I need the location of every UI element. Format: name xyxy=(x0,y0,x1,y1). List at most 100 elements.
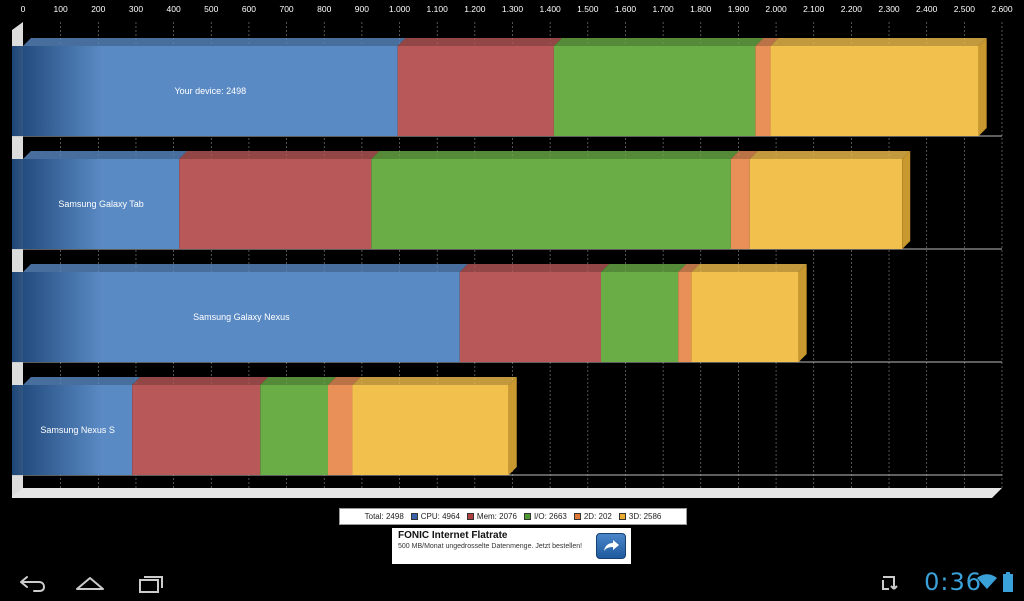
bar-segment-io xyxy=(371,159,731,249)
bar-shade xyxy=(12,46,102,136)
x-tick-label: 1.100 xyxy=(427,4,449,14)
x-tick-label: 500 xyxy=(204,4,218,14)
wifi-icon xyxy=(977,574,997,595)
bar-top-face xyxy=(23,377,141,385)
bar-segment-2d xyxy=(327,385,353,475)
x-tick-label: 1.000 xyxy=(389,4,411,14)
x-tick-label: 900 xyxy=(355,4,369,14)
bar-top-face xyxy=(327,377,361,385)
legend-item-mem: Mem: 2076 xyxy=(466,512,517,521)
bar-segment-3d xyxy=(749,159,903,249)
x-tick-label: 1.900 xyxy=(728,4,750,14)
x-tick-label: 2.200 xyxy=(841,4,863,14)
bar-top-face xyxy=(755,38,779,46)
legend-item-io: I/O: 2663 xyxy=(523,512,567,521)
x-tick-label: 2.500 xyxy=(954,4,976,14)
x-tick-label: 100 xyxy=(54,4,68,14)
sync-icon xyxy=(880,574,898,597)
ad-title: FONIC Internet Flatrate xyxy=(398,530,508,541)
bar-end-face xyxy=(798,264,807,362)
bar-top-face xyxy=(553,38,764,46)
bar-top-face xyxy=(691,264,807,272)
x-tick-label: 1.600 xyxy=(615,4,637,14)
bar-top-face xyxy=(179,151,380,159)
bar-top-face xyxy=(260,377,336,385)
x-tick-label: 700 xyxy=(279,4,293,14)
bar-segment-2d xyxy=(678,272,692,362)
x-tick-label: 600 xyxy=(242,4,256,14)
x-tick-label: 300 xyxy=(129,4,143,14)
bar-segment-3d xyxy=(352,385,509,475)
bar-top-face xyxy=(459,264,609,272)
bar-top-face xyxy=(23,264,468,272)
home-icon[interactable] xyxy=(70,570,110,596)
x-tick-label: 2.400 xyxy=(916,4,938,14)
bar-top-face xyxy=(749,151,911,159)
back-icon[interactable] xyxy=(12,570,52,596)
legend-item-cpu: CPU: 4964 xyxy=(410,512,460,521)
x-tick-label: 2.300 xyxy=(878,4,900,14)
bar-segment-mem xyxy=(459,272,601,362)
chart-floor xyxy=(12,488,1002,498)
bar-top-face xyxy=(770,38,987,46)
bar-top-face xyxy=(132,377,269,385)
legend-total: Total: 2498 xyxy=(364,512,404,521)
ad-text: 500 MB/Monat ungedrosselte Datenmenge. J… xyxy=(398,543,583,550)
x-tick-label: 1.400 xyxy=(540,4,562,14)
legend-item-3d: 3D: 2586 xyxy=(618,512,661,521)
bar-segment-2d xyxy=(755,46,771,136)
x-tick-label: 0 xyxy=(21,4,26,14)
x-tick-label: 1.700 xyxy=(652,4,674,14)
bar-segment-io xyxy=(553,46,756,136)
x-tick-label: 400 xyxy=(167,4,181,14)
bar-segment-3d xyxy=(691,272,799,362)
x-tick-label: 2.600 xyxy=(991,4,1013,14)
ad-banner[interactable]: FONIC Internet Flatrate 500 MB/Monat ung… xyxy=(392,528,631,564)
x-tick-label: 200 xyxy=(91,4,105,14)
x-tick-label: 1.200 xyxy=(464,4,486,14)
share-arrow-icon[interactable] xyxy=(596,533,626,559)
bar-top-face xyxy=(678,264,700,272)
bar-top-face xyxy=(371,151,739,159)
category-label: Samsung Galaxy Nexus xyxy=(193,312,290,322)
recent-apps-icon[interactable] xyxy=(130,570,170,596)
bar-top-face xyxy=(352,377,517,385)
category-labels: Your device: 2498 Samsung Galaxy Tab Samsu… xyxy=(40,86,290,435)
x-tick-label: 1.800 xyxy=(690,4,712,14)
bar-shade xyxy=(12,159,102,249)
bar-segment-2d xyxy=(730,159,750,249)
bar-top-face xyxy=(730,151,758,159)
system-nav-bar xyxy=(0,566,1024,600)
benchmark-chart: 0 100 200 300 400 500 600 700 800 900 1.000 1.100 1.… xyxy=(12,4,1013,498)
bar-top-face xyxy=(23,38,406,46)
clock: 0:36 xyxy=(924,568,982,596)
chart-left-wall xyxy=(12,22,23,496)
chart-bars xyxy=(12,38,987,475)
bar-segment-io xyxy=(600,272,679,362)
bar-segment-mem xyxy=(179,159,372,249)
category-label: Your device: 2498 xyxy=(174,86,246,96)
bar-end-face xyxy=(508,377,517,475)
bar-segment-3d xyxy=(770,46,979,136)
battery-icon xyxy=(1002,572,1014,597)
bar-segment-mem xyxy=(397,46,554,136)
x-tick-label: 1.300 xyxy=(502,4,524,14)
bar-shade xyxy=(12,272,102,362)
bar-top-face xyxy=(600,264,687,272)
bar-top-face xyxy=(23,151,188,159)
legend-item-2d: 2D: 202 xyxy=(573,512,612,521)
bar-segment-io xyxy=(260,385,328,475)
bar-shade xyxy=(12,385,102,475)
x-axis-ticks: 0 100 200 300 400 500 600 700 800 900 1.000 1.100 1.… xyxy=(21,4,1013,14)
bar-top-face xyxy=(397,38,562,46)
x-tick-label: 2.000 xyxy=(765,4,787,14)
chart-legend: Total: 2498 CPU: 4964 Mem: 2076 I/O: 266… xyxy=(339,508,687,525)
bar-end-face xyxy=(902,151,911,249)
x-tick-label: 800 xyxy=(317,4,331,14)
x-tick-label: 1.500 xyxy=(577,4,599,14)
category-label: Samsung Galaxy Tab xyxy=(58,199,143,209)
category-label: Samsung Nexus S xyxy=(40,425,115,435)
bar-end-face xyxy=(978,38,987,136)
bar-segment-mem xyxy=(132,385,261,475)
x-tick-label: 2.100 xyxy=(803,4,825,14)
